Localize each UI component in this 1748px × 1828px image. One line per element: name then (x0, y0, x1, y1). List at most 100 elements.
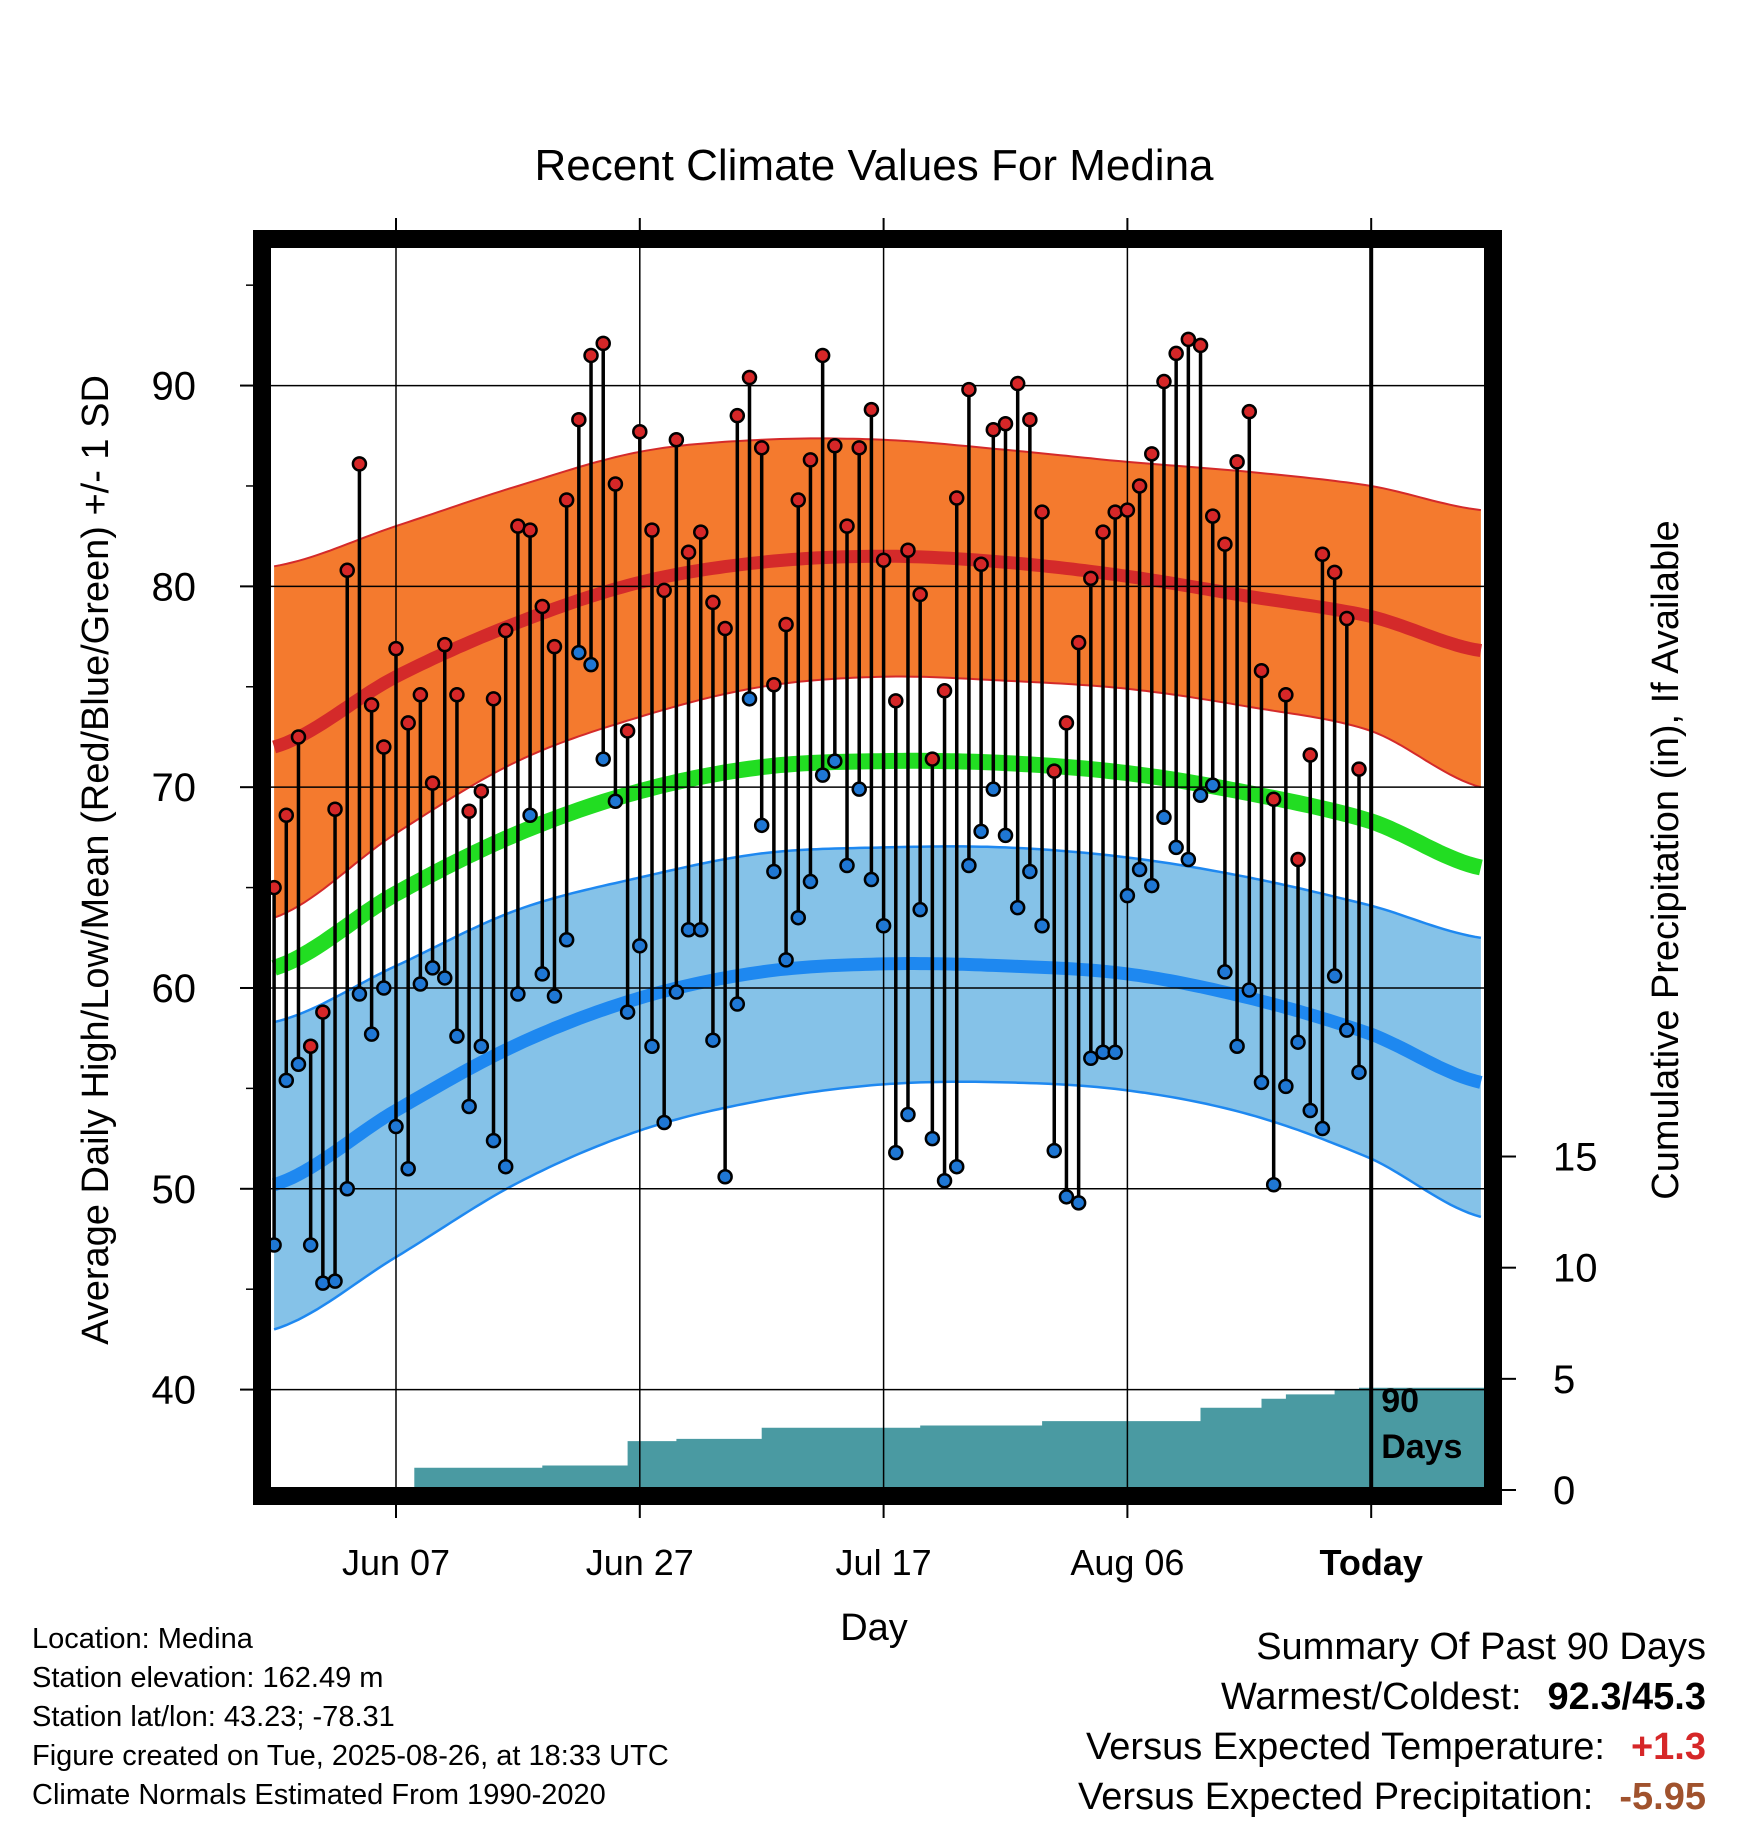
warmest-row: Warmest/Coldest: 92.3/45.3 (1078, 1672, 1706, 1722)
daily-high-point (1241, 403, 1258, 420)
days-count-label: 90 (1381, 1382, 1419, 1420)
y2-axis-title: Cumulative Precipitation (in), If Availa… (1645, 520, 1687, 1199)
y-tick-label: 60 (152, 967, 197, 1011)
daily-low-point (424, 960, 441, 976)
daily-high-point (729, 407, 746, 424)
daily-low-point (278, 1072, 295, 1089)
daily-low-point (1180, 851, 1197, 868)
daily-high-point (790, 492, 807, 508)
daily-high-point (705, 594, 721, 611)
daily-high-point (290, 729, 307, 745)
chart-title: Recent Climate Values For Medina (534, 141, 1214, 190)
daily-high-point (766, 677, 782, 693)
daily-low-point (863, 871, 880, 888)
y-tick-label: 90 (152, 365, 197, 409)
daily-high-point (1229, 454, 1245, 470)
daily-low-point (1131, 861, 1148, 878)
warmest-label: Warmest/Coldest: (1220, 1676, 1522, 1718)
daily-low-point (924, 1130, 941, 1147)
daily-low-point (363, 1026, 380, 1042)
daily-high-point (997, 415, 1014, 432)
x-tick-label: Today (1320, 1542, 1423, 1583)
daily-high-point (1034, 504, 1050, 520)
normal-low-line (271, 957, 1483, 1191)
daily-low-point (827, 753, 843, 769)
daily-high-point (948, 490, 965, 506)
temp-value: +1.3 (1630, 1726, 1706, 1768)
daily-low-point (485, 1132, 502, 1149)
y2-tick-label: 0 (1553, 1469, 1575, 1513)
y2-tick-label: 15 (1553, 1136, 1598, 1180)
y-tick-label: 50 (152, 1168, 197, 1212)
daily-low-point (302, 1237, 319, 1253)
daily-low-point (802, 873, 819, 890)
daily-high-point (546, 638, 563, 655)
daily-high-point (315, 1004, 331, 1020)
daily-low-point (1253, 1074, 1270, 1091)
daily-low-point (1034, 917, 1050, 934)
daily-high-point (692, 524, 709, 540)
daily-high-point (632, 424, 648, 440)
normals-layer (271, 437, 1483, 1331)
daily-low-point (1107, 1044, 1123, 1060)
created-text: Figure created on Tue, 2025-08-26, at 18… (32, 1740, 669, 1772)
daily-low-point (583, 656, 599, 673)
daily-low-point (729, 996, 746, 1012)
plot-frame (253, 230, 1502, 1505)
daily-low-point (1058, 1189, 1075, 1205)
daily-low-point (997, 827, 1014, 844)
daily-low-point (1290, 1034, 1306, 1050)
daily-low-point (936, 1173, 953, 1189)
daily-low-point (546, 988, 563, 1004)
axis-layer: 40 50 60 70 80 90 0 5 10 15 Jun 07 Jun 27 Jul 17 Aug … (152, 218, 1598, 1583)
daily-high-point (814, 347, 831, 364)
daily-low-point (1265, 1177, 1282, 1193)
daily-high-point (1070, 634, 1087, 651)
daily-low-point (912, 901, 928, 918)
days-unit-label: Days (1381, 1428, 1462, 1466)
daily-high-point (1083, 570, 1099, 587)
daily-high-point (302, 1038, 319, 1054)
y2-tick-label: 10 (1553, 1247, 1598, 1291)
daily-high-point (1156, 373, 1172, 390)
daily-low-point (1070, 1195, 1087, 1211)
daily-low-point (985, 781, 1002, 797)
high-sd-band (274, 438, 1481, 918)
daily-low-point (1339, 1022, 1355, 1038)
daily-high-point (1265, 791, 1282, 807)
daily-high-point (875, 552, 892, 569)
temp-row: Versus Expected Temperature: +1.3 (1078, 1722, 1706, 1772)
y2-tick-label: 5 (1553, 1358, 1575, 1402)
daily-high-point (412, 687, 429, 703)
high-upper-edge (273, 437, 1482, 568)
daily-high-point (473, 783, 490, 799)
daily-high-point (644, 522, 660, 538)
daily-low-point (741, 691, 758, 707)
daily-low-point (1278, 1078, 1294, 1095)
daily-low-point (875, 917, 892, 934)
daily-high-point (680, 544, 697, 560)
daily-high-point (1009, 375, 1026, 392)
daily-low-point (607, 793, 624, 809)
daily-low-point (1192, 787, 1209, 803)
y-tick-label: 70 (152, 766, 197, 810)
daily-low-point (790, 909, 807, 926)
x-tick-label: Jun 27 (586, 1542, 694, 1583)
precip-label: Versus Expected Precipitation: (1077, 1776, 1594, 1818)
daily-observations-layer (266, 331, 1367, 1291)
daily-high-point (1095, 524, 1111, 540)
daily-low-point (778, 952, 794, 968)
daily-low-point (705, 1032, 721, 1048)
daily-low-point (668, 984, 685, 1000)
daily-low-point (339, 1181, 355, 1197)
daily-low-point (766, 863, 782, 880)
x-tick-label: Aug 06 (1070, 1542, 1184, 1583)
daily-high-point (339, 562, 355, 579)
low-lower-edge (273, 1080, 1482, 1331)
daily-low-point (632, 938, 648, 954)
daily-low-point (692, 922, 709, 938)
daily-high-point (936, 683, 953, 699)
daily-high-point (558, 492, 575, 508)
daily-high-point (1278, 687, 1294, 703)
